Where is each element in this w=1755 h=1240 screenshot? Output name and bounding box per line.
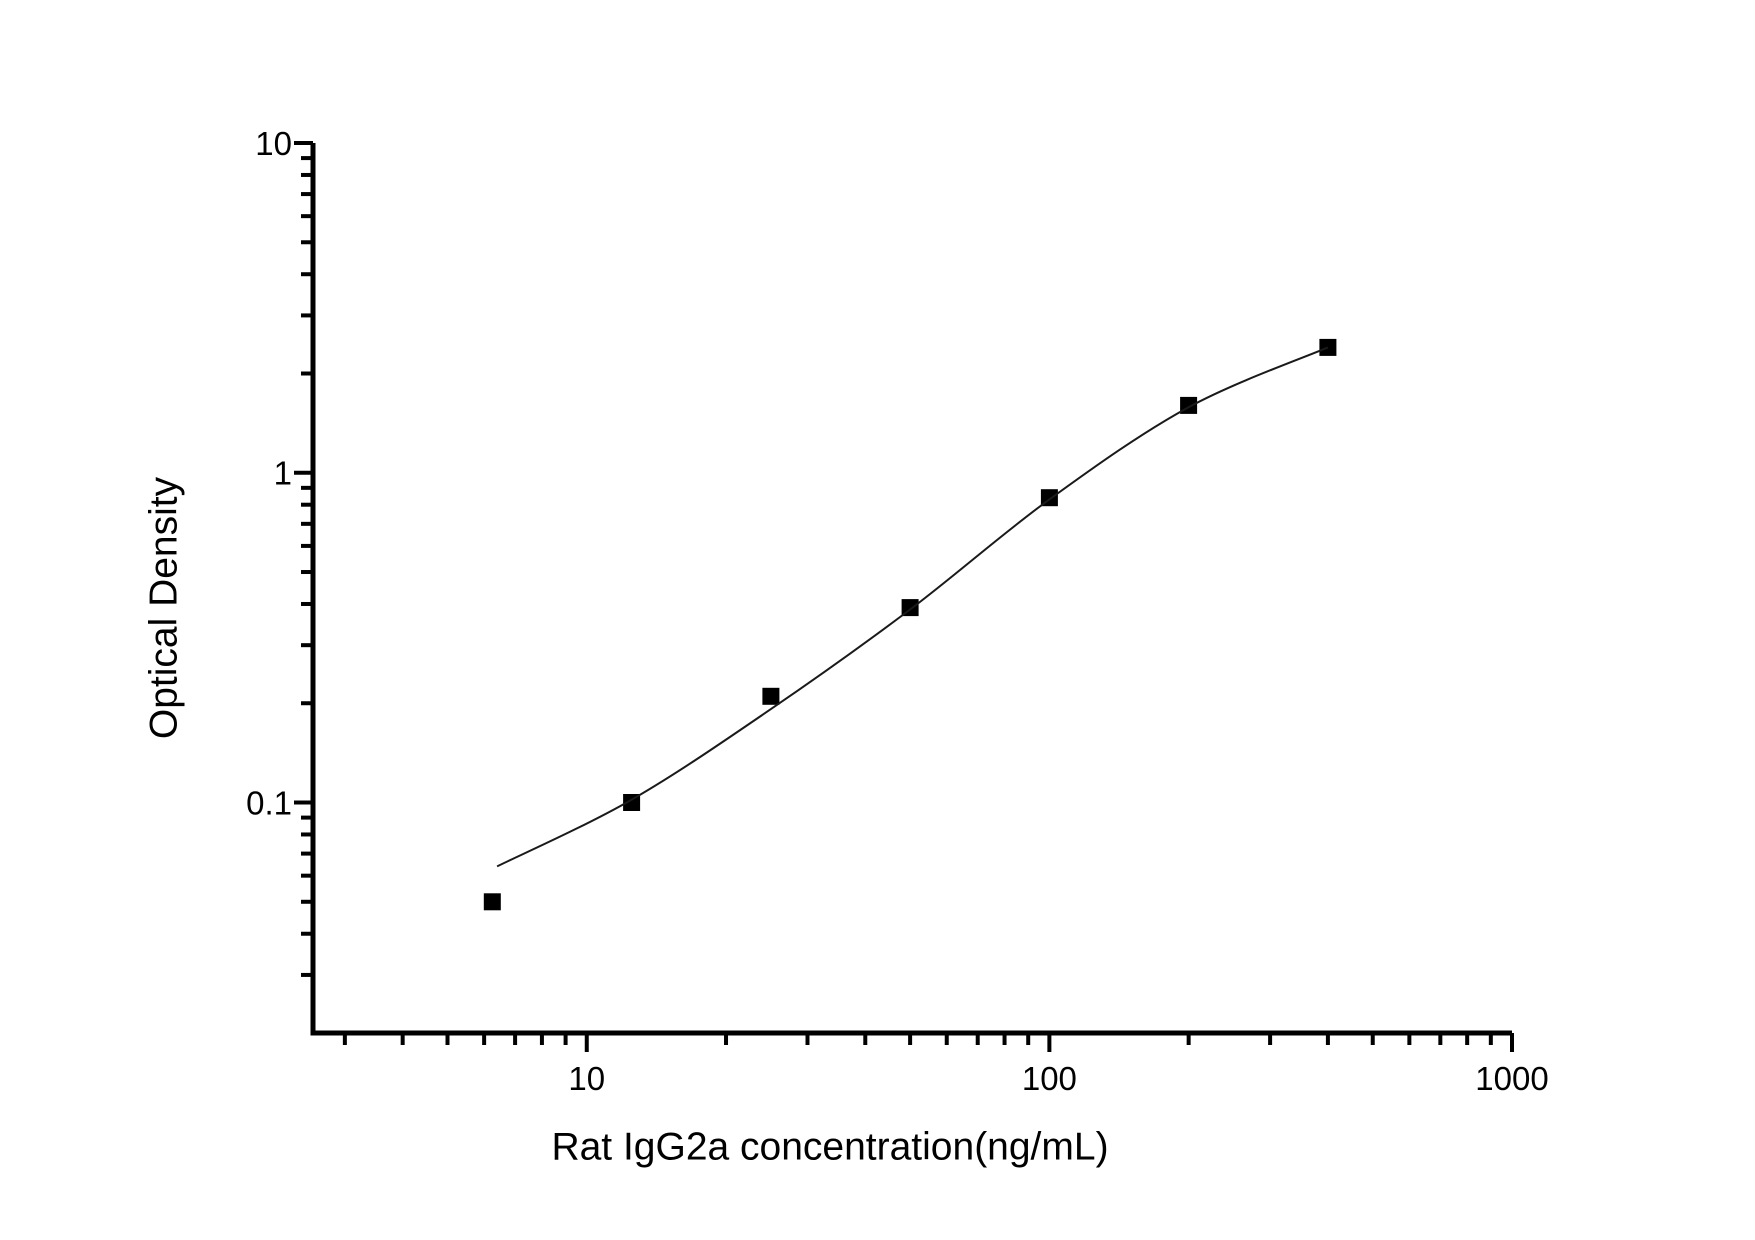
y-tick-label: 10 [255, 125, 292, 162]
y-axis-title: Optical Density [142, 476, 186, 740]
x-tick-label: 10 [568, 1060, 605, 1097]
standard-data-points-marker [483, 893, 501, 911]
x-axis-title: Rat IgG2a concentration(ng/mL) [551, 1125, 1109, 1169]
standard-data-points-marker [762, 687, 780, 705]
y-tick-label: 0.1 [246, 784, 292, 821]
fitted-curve [496, 346, 1329, 868]
y-tick-label: 1 [274, 455, 292, 492]
x-tick-label: 1000 [1475, 1060, 1548, 1097]
x-tick-label: 100 [1022, 1060, 1077, 1097]
